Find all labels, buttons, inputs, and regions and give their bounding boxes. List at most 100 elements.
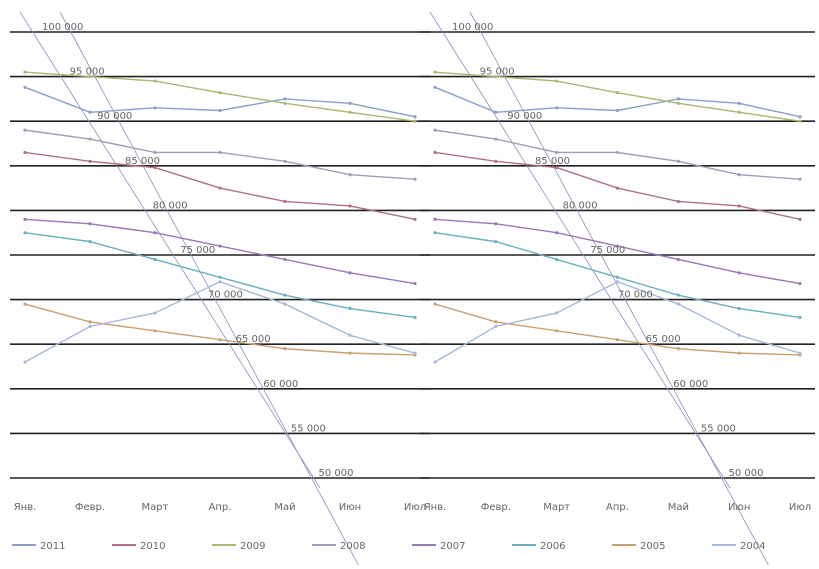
x-tick-label: Март: [142, 502, 169, 513]
x-tick-label: Апр.: [209, 502, 232, 513]
x-tick-label: Февр.: [75, 502, 105, 513]
data-point: [737, 351, 741, 355]
y-tick-label: 85 000: [125, 156, 160, 167]
legend-label: 2008: [340, 541, 365, 552]
axis-band-edge: [469, 11, 771, 569]
legend-label: 2009: [240, 541, 265, 552]
legend-label: 2005: [640, 541, 665, 552]
y-tick-label: 75 000: [590, 245, 625, 256]
data-point: [413, 115, 417, 119]
series-lines: [23, 70, 802, 364]
data-point: [494, 159, 498, 163]
data-point: [348, 101, 352, 105]
legend-label: 2006: [540, 541, 565, 552]
data-point: [555, 79, 559, 83]
data-point: [433, 70, 437, 74]
data-point: [494, 137, 498, 141]
x-tick-label: Июл: [404, 502, 426, 513]
series-line: [434, 71, 801, 122]
y-tick-label: 70 000: [208, 290, 243, 301]
y-tick-label: 60 000: [673, 379, 708, 390]
data-point: [737, 271, 741, 275]
data-point: [676, 257, 680, 262]
x-tick-label: Март: [543, 502, 570, 513]
data-point: [433, 85, 437, 89]
data-point: [433, 150, 437, 155]
data-point: [737, 333, 741, 337]
data-point: [88, 240, 92, 244]
data-point: [615, 244, 620, 248]
series-line: [434, 151, 801, 221]
data-point: [433, 302, 437, 306]
data-point: [23, 128, 27, 132]
x-tick-label: Апр.: [606, 502, 629, 513]
data-point: [433, 217, 437, 221]
data-point: [555, 165, 559, 170]
data-point: [348, 271, 352, 275]
data-point: [433, 128, 437, 132]
y-tick-label: 75 000: [180, 245, 215, 256]
data-point: [348, 333, 352, 337]
y-tick-label: 50 000: [319, 468, 354, 479]
data-point: [218, 108, 222, 113]
axis-band-edge: [59, 11, 361, 569]
data-point: [615, 186, 620, 190]
data-point: [555, 150, 559, 155]
series-line: [24, 218, 416, 285]
data-point: [283, 293, 287, 297]
legend: 2011 2010 2009 2008 2007 2006 2005 2004: [12, 541, 765, 552]
x-tick-label: Май: [274, 502, 295, 513]
data-point: [798, 351, 802, 355]
data-point: [676, 101, 680, 105]
data-point: [615, 91, 620, 95]
y-tick-label: 70 000: [618, 290, 653, 301]
y-tick-label: 65 000: [236, 334, 271, 345]
data-point: [676, 159, 680, 163]
data-point: [88, 110, 92, 114]
x-tick-label: Май: [668, 502, 689, 513]
y-tick-label: 85 000: [535, 156, 570, 167]
data-point: [283, 97, 287, 101]
data-point: [218, 91, 222, 95]
data-point: [737, 173, 741, 177]
legend-label: 2010: [140, 541, 165, 552]
y-tick-label: 55 000: [701, 423, 736, 434]
data-point: [413, 217, 417, 221]
data-point: [88, 222, 92, 226]
data-point: [494, 240, 498, 244]
x-tick-label: Июн: [339, 502, 361, 513]
data-point: [218, 275, 222, 279]
data-point: [676, 302, 680, 306]
data-point: [433, 231, 437, 235]
y-tick-label: 55 000: [291, 423, 326, 434]
data-point: [433, 360, 437, 364]
data-point: [413, 281, 417, 286]
data-point: [153, 150, 157, 155]
series-line: [24, 129, 416, 180]
y-tick-label: 65 000: [646, 334, 681, 345]
series-line: [434, 129, 801, 180]
axis-band-edge: [19, 11, 321, 489]
data-point: [23, 150, 27, 155]
x-tick-label: Февр.: [481, 502, 511, 513]
data-point: [153, 79, 157, 83]
data-point: [555, 329, 559, 333]
data-point: [798, 281, 802, 286]
data-point: [494, 324, 498, 328]
y-tick-label: 100 000: [42, 22, 83, 33]
data-point: [676, 293, 680, 297]
y-tick-label: 80 000: [563, 200, 598, 211]
y-tick-label: 60 000: [263, 379, 298, 390]
y-tick-label: 80 000: [153, 200, 188, 211]
data-point: [555, 311, 559, 315]
x-tick-label: Янв.: [424, 502, 447, 513]
data-point: [413, 351, 417, 355]
data-point: [153, 231, 157, 235]
data-point: [153, 257, 157, 262]
data-point: [348, 306, 352, 311]
data-point: [153, 106, 157, 110]
data-point: [798, 315, 802, 320]
